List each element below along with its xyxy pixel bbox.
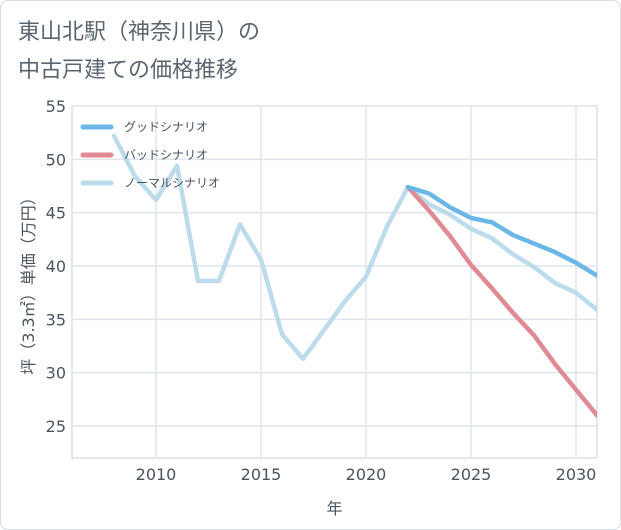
x-axis-title: 年 [326, 499, 342, 518]
chart-title: 東山北駅（神奈川県）の 中古戸建ての価格推移 [18, 14, 260, 90]
axes: 25 30 35 40 45 50 55 2010 2015 2020 2025 2030 年 坪（3.3… [19, 97, 596, 518]
y-axis-title: 坪（3.3㎡）単価（万円） [19, 189, 38, 374]
title-line-2: 中古戸建ての価格推移 [18, 58, 239, 83]
series-line-0 [405, 184, 597, 278]
plot-area [71, 105, 598, 459]
x-tick-label: 2010 [136, 465, 177, 484]
x-tick-label: 2025 [451, 465, 492, 484]
y-tick-label: 55 [46, 97, 66, 116]
series-line-1 [405, 184, 597, 418]
series-lines [111, 133, 597, 418]
y-tick-label: 30 [46, 364, 66, 383]
y-tick-label: 25 [46, 417, 66, 436]
series-line-2 [111, 133, 597, 362]
y-tick-label: 45 [46, 204, 66, 223]
x-tick-label: 2015 [241, 465, 282, 484]
x-tick-label: 2030 [556, 465, 597, 484]
legend-label: バッドシナリオ [124, 148, 208, 162]
legend-label: ノーマルシナリオ [124, 176, 220, 190]
legend-label: グッドシナリオ [124, 120, 208, 134]
grid [71, 105, 598, 459]
title-line-1: 東山北駅（神奈川県）の [18, 20, 261, 45]
y-tick-label: 40 [46, 257, 66, 276]
y-tick-label: 35 [46, 310, 66, 329]
x-tick-label: 2020 [346, 465, 387, 484]
y-tick-label: 50 [46, 150, 66, 169]
